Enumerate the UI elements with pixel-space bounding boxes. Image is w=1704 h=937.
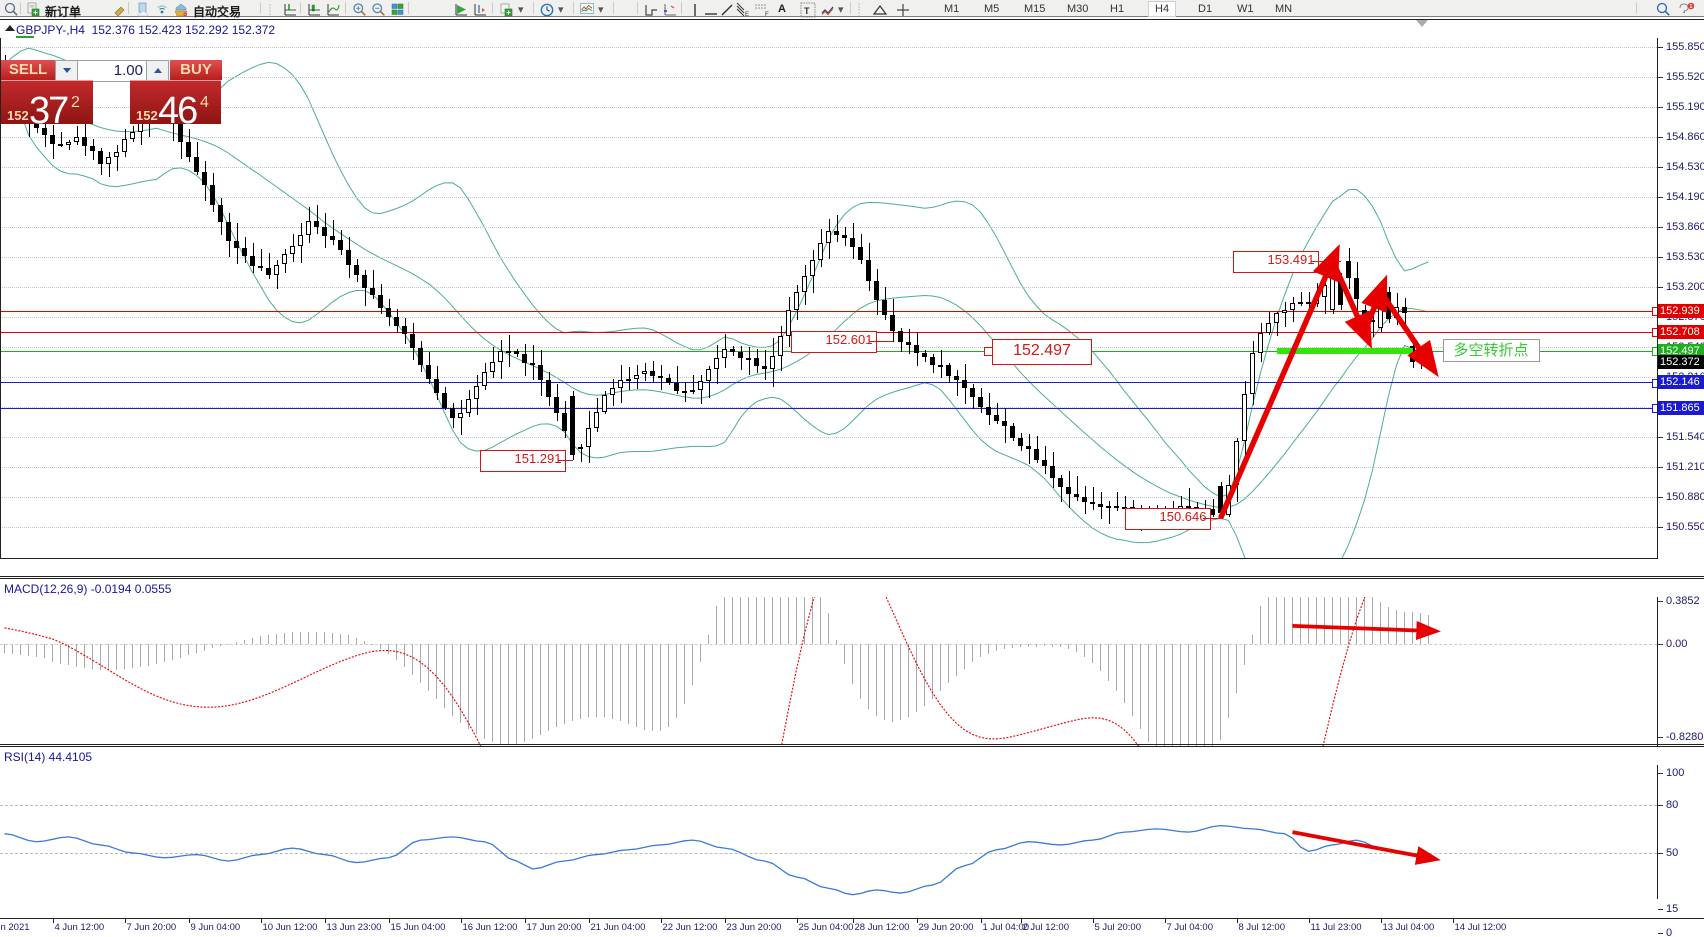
svg-text:F: F [765,12,769,18]
svg-text:E: E [745,12,749,18]
svg-text:T: T [804,6,810,16]
svg-text:1: 1 [1689,4,1692,10]
